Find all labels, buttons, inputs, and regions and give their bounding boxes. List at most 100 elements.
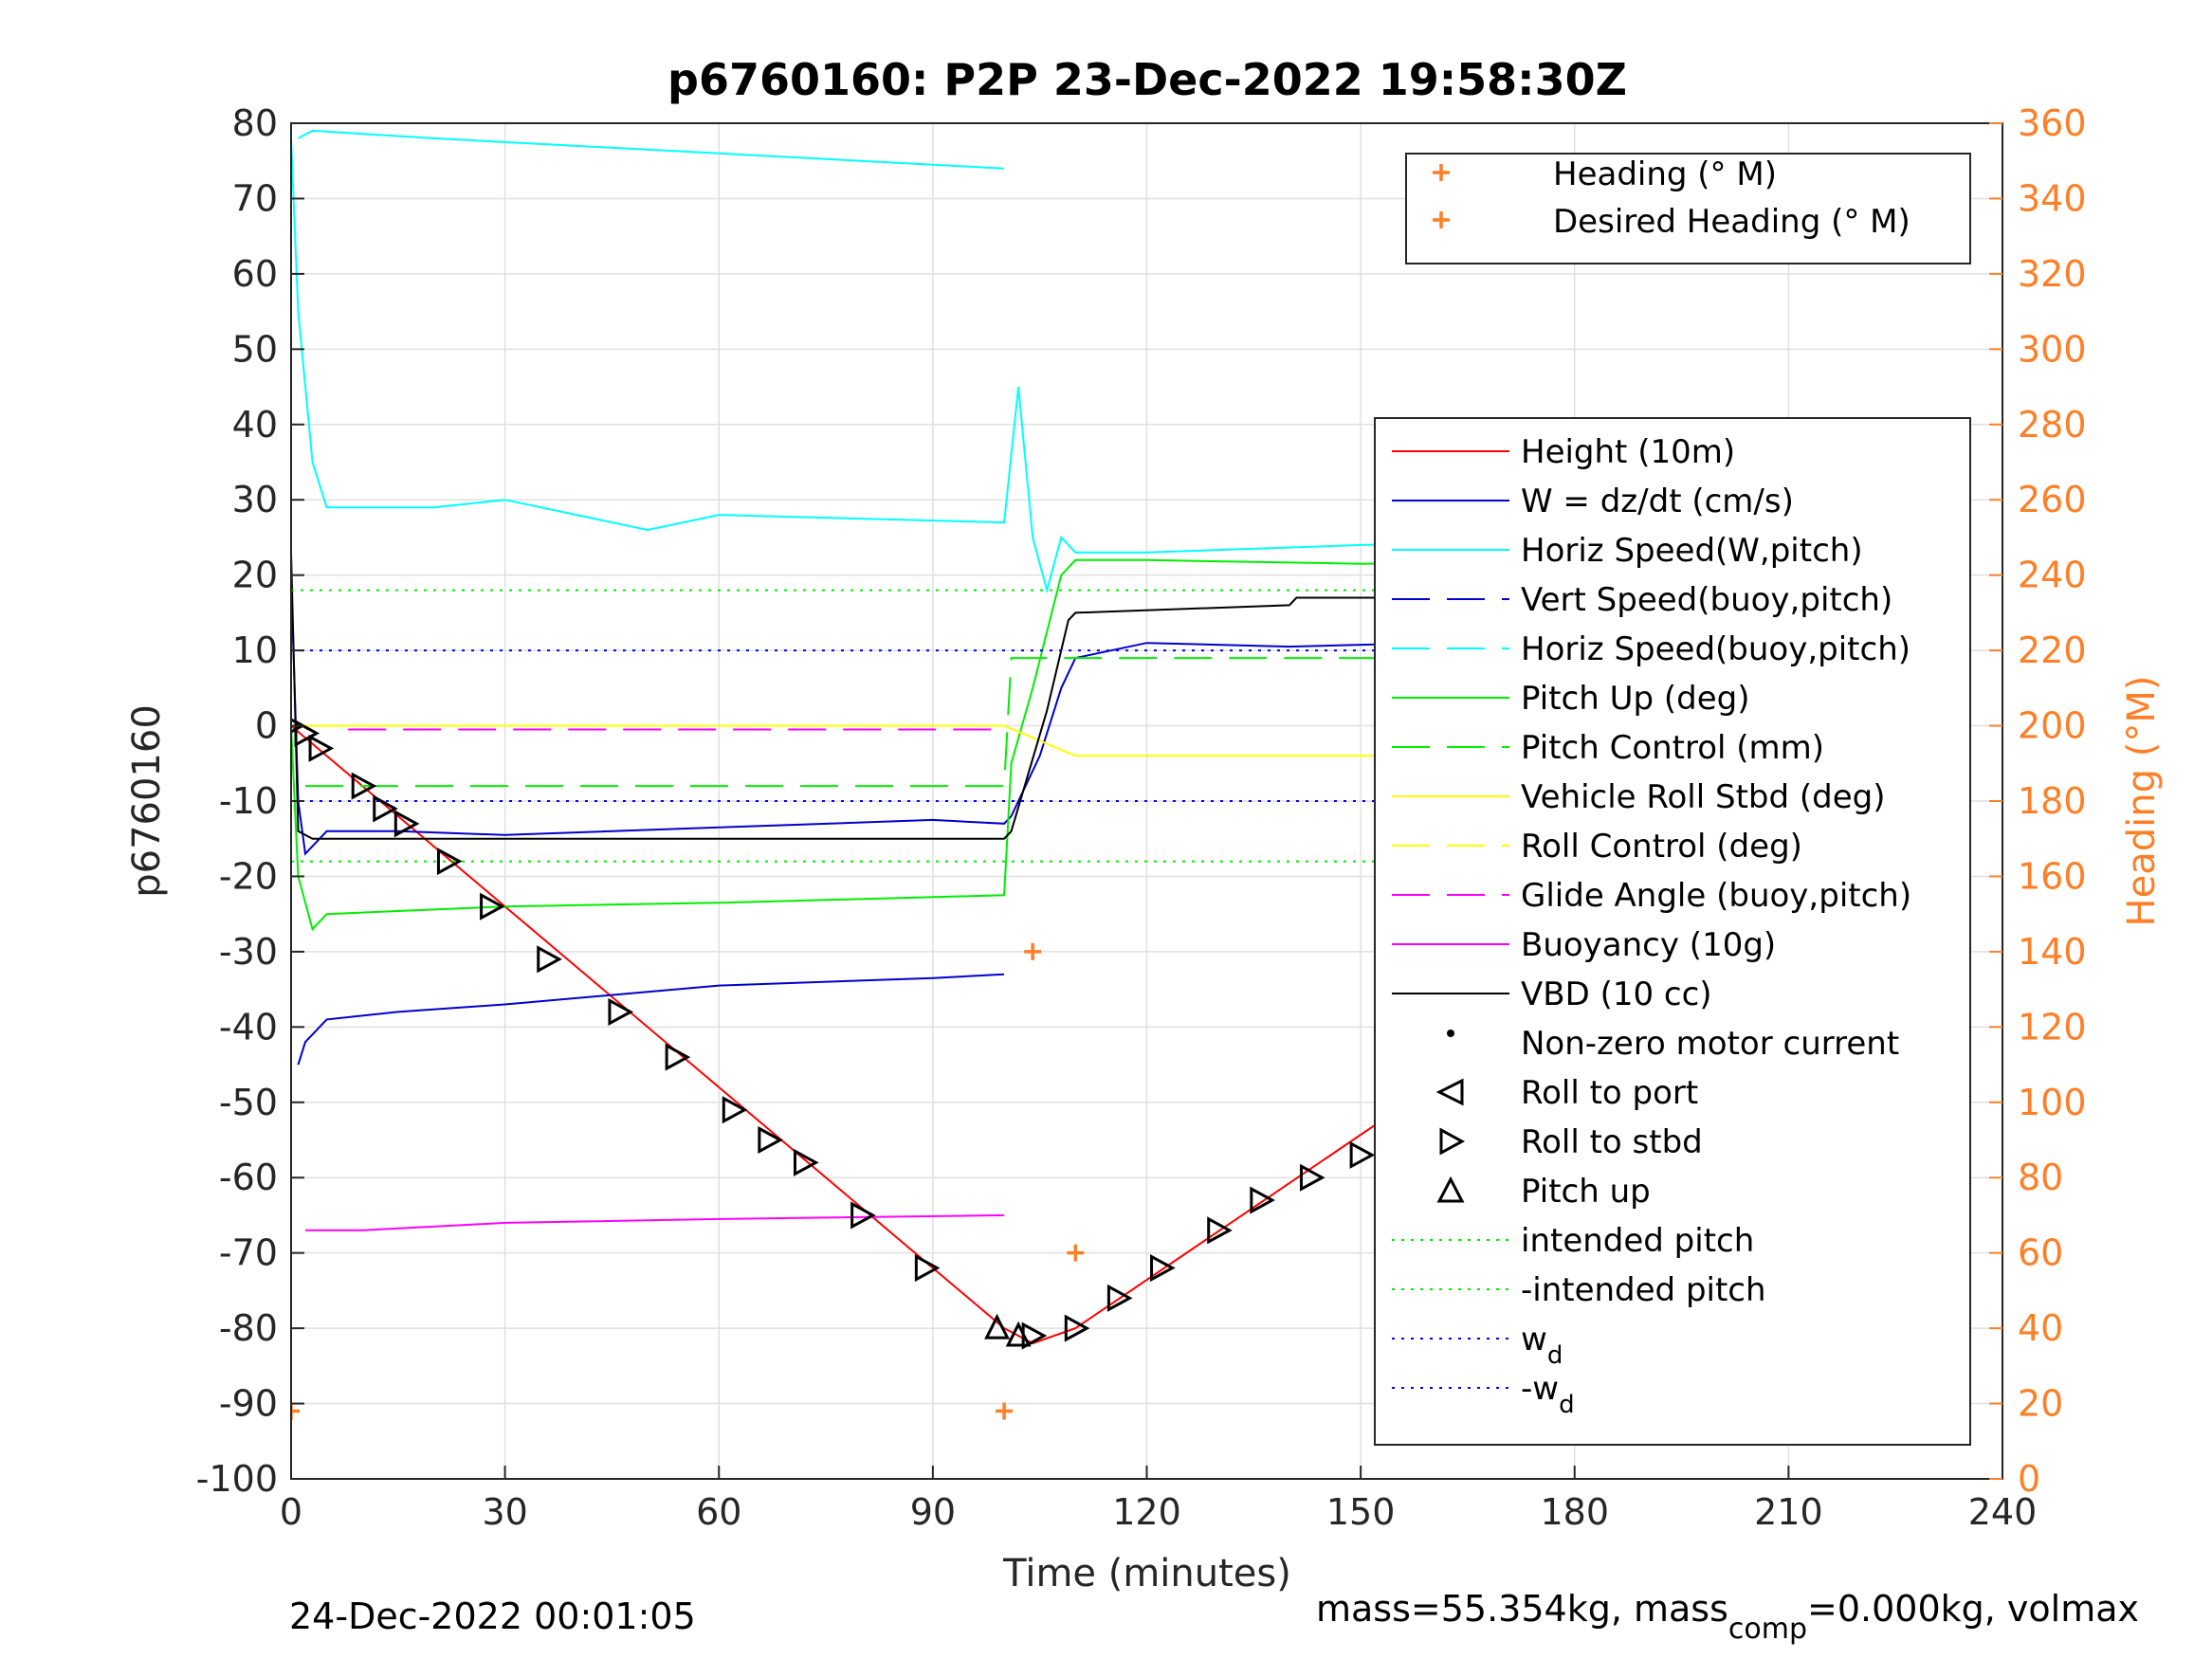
y-axis-left: 80 70 60 50 40 30 20 10 0 -10 -20 -30 -40 -50 -60 -70 -8… (196, 102, 304, 1500)
chart-title: p6760160: P2P 23-Dec-2022 19:58:30Z (667, 54, 1627, 105)
y-tick-label: -20 (219, 855, 278, 897)
y-right-tick-label: 80 (2018, 1157, 2063, 1198)
y-right-tick-label: 40 (2018, 1307, 2063, 1349)
legend-label: VBD (10 cc) (1521, 975, 1712, 1013)
y-tick-label: 80 (232, 102, 278, 144)
y-tick-label: -40 (219, 1006, 278, 1048)
x-axis-label: Time (minutes) (1002, 1552, 1291, 1595)
legend-label: Height (10m) (1521, 433, 1735, 471)
footer-mass-prefix: mass=55.354kg, mass (1316, 1588, 1728, 1630)
y-tick-label: -90 (219, 1383, 278, 1425)
y-right-tick-label: 360 (2018, 102, 2087, 144)
legend-label: W = dz/dt (cm/s) (1521, 483, 1794, 520)
y-right-tick-label: 220 (2018, 629, 2087, 671)
y-tick-label: -30 (219, 931, 278, 973)
heading-point (291, 1402, 300, 1420)
roll-stbd-marker (1250, 1186, 1275, 1214)
y-axis-right: 3603403203002802602402202001801601401201… (1989, 102, 2087, 1500)
roll-stbd-marker (794, 1148, 819, 1176)
legend-label-sub: d (1559, 1391, 1575, 1419)
roll-stbd-marker (1064, 1314, 1090, 1342)
legend-label: Buoyancy (10g) (1521, 926, 1776, 964)
legend-swatch-marker (1435, 1078, 1464, 1106)
y-tick-label: -50 (219, 1082, 278, 1123)
y-right-tick-label: 160 (2018, 855, 2087, 897)
footer-mass-suffix: =0.000kg, volmax (1807, 1588, 2139, 1630)
y-right-tick-label: 140 (2018, 931, 2087, 973)
x-tick-label: 60 (696, 1491, 741, 1533)
x-tick-label: 120 (1112, 1491, 1181, 1533)
legend-label: Vert Speed(buoy,pitch) (1521, 581, 1892, 619)
y-tick-label: 50 (232, 328, 278, 370)
legend-heading-swatch (1433, 211, 1450, 228)
legend-label-base: -w (1521, 1370, 1559, 1408)
legend-main-box (1374, 417, 1971, 1446)
x-tick-label: 0 (280, 1491, 302, 1533)
legend-label: -wd (1521, 1370, 1575, 1419)
series-vert-speed-buoy-pitch (297, 973, 1005, 1066)
roll-stbd-marker (1150, 1254, 1176, 1283)
legend-swatch-marker (1439, 1127, 1466, 1156)
roll-stbd-marker (393, 810, 420, 838)
legend-label: Roll Control (deg) (1521, 828, 1802, 866)
legend-label: Non-zero motor current (1521, 1025, 1899, 1063)
legend-main: Height (10m) W = dz/dt (cm/s) Horiz Speed(… (1374, 417, 1971, 1446)
legend-label: -intended pitch (1521, 1271, 1766, 1309)
y-right-tick-label: 120 (2018, 1006, 2087, 1048)
roll-stbd-marker (294, 719, 320, 748)
legend-label-base: w (1521, 1321, 1547, 1358)
x-tick-label: 210 (1754, 1491, 1823, 1533)
heading-point (996, 1402, 1014, 1420)
legend-label: Pitch Up (deg) (1521, 680, 1749, 718)
y-right-tick-label: 60 (2018, 1232, 2063, 1274)
x-tick-label: 240 (1968, 1491, 2038, 1533)
y-tick-label: -60 (219, 1157, 278, 1198)
roll-stbd-marker (758, 1125, 784, 1155)
y-tick-label: 60 (232, 253, 278, 295)
roll-stbd-marker (436, 848, 463, 876)
y-right-tick-label: 300 (2018, 328, 2087, 370)
legend-label: wd (1521, 1321, 1563, 1370)
legend-heading-label: Heading (° M) (1553, 155, 1777, 193)
x-tick-label: 30 (482, 1491, 527, 1533)
roll-stbd-marker (1299, 1163, 1325, 1192)
pitch-up-marker (984, 1313, 1010, 1340)
legend-label: intended pitch (1521, 1222, 1754, 1260)
y-right-tick-label: 20 (2018, 1383, 2063, 1425)
legend-label: Pitch up (1521, 1173, 1651, 1211)
series-horiz-speed-w-pitch (291, 137, 1953, 594)
y-right-tick-label: 100 (2018, 1082, 2087, 1123)
series-pitch-up-deg (291, 558, 1953, 932)
x-tick-label: 150 (1326, 1491, 1396, 1533)
roll-stbd-marker (608, 997, 634, 1026)
roll-stbd-marker (373, 794, 398, 823)
roll-stbd-marker (308, 734, 335, 762)
legend-label: Glide Angle (buoy,pitch) (1521, 877, 1911, 915)
legend-heading-swatch (1433, 164, 1450, 181)
legend-label: Roll to port (1521, 1074, 1698, 1112)
roll-stbd-marker (722, 1096, 748, 1124)
y-tick-label: 20 (232, 555, 278, 596)
heading-point (1024, 942, 1042, 960)
y-right-tick-label: 0 (2018, 1458, 2040, 1500)
y-right-tick-label: 320 (2018, 253, 2087, 295)
roll-stbd-marker (850, 1201, 876, 1230)
y-tick-label: 10 (232, 629, 278, 671)
y-right-tick-label: 240 (2018, 555, 2087, 596)
legend-heading: Heading (° M) Desired Heading (° M) (1405, 153, 1971, 264)
y-tick-label: -100 (196, 1458, 278, 1500)
y-right-tick-label: 340 (2018, 177, 2087, 219)
legend-label: Vehicle Roll Stbd (deg) (1521, 778, 1886, 816)
y-tick-label: -70 (219, 1232, 278, 1274)
y-right-tick-label: 260 (2018, 479, 2087, 520)
roll-stbd-marker (1106, 1284, 1133, 1312)
roll-stbd-marker (1349, 1140, 1376, 1169)
y-tick-label: -10 (219, 780, 278, 822)
pitch-up-marker (1005, 1321, 1032, 1347)
roll-stbd-marker (914, 1254, 941, 1283)
x-tick-label: 180 (1540, 1491, 1609, 1533)
legend-label: Horiz Speed(W,pitch) (1521, 532, 1863, 570)
series-horiz-speed-buoy-pitch (298, 129, 1005, 170)
legend-heading-label: Desired Heading (° M) (1553, 203, 1910, 241)
